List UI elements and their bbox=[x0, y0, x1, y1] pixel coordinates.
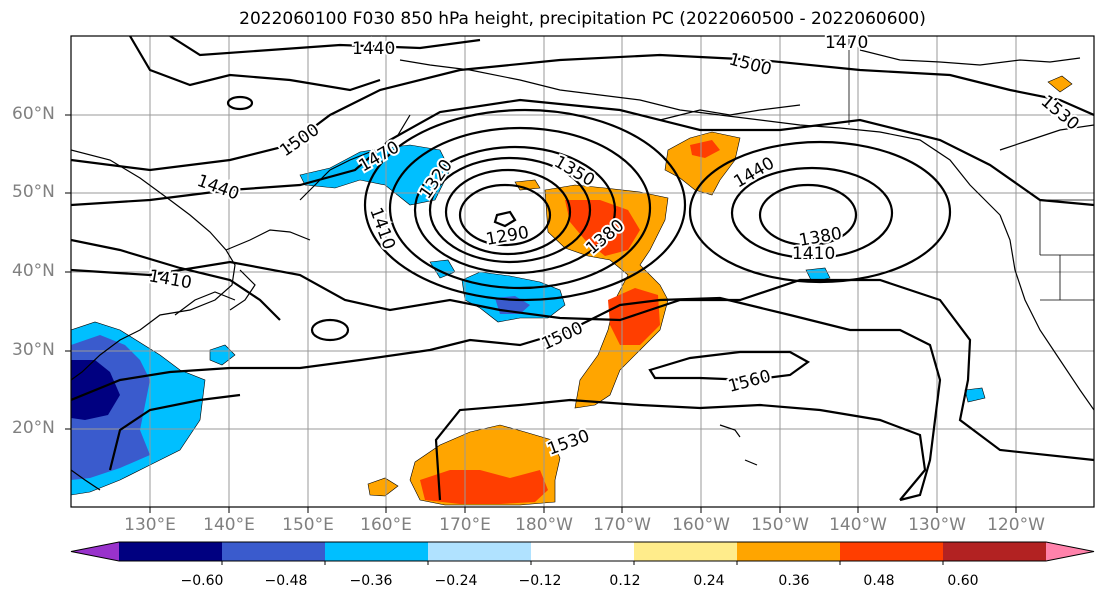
colorbar-tick-label: −0.48 bbox=[264, 573, 308, 589]
map-title: 2022060100 F030 850 hPa height, precipit… bbox=[239, 9, 926, 29]
colorbar-tick-label: 0.12 bbox=[609, 573, 641, 589]
contour-label: 1440 bbox=[352, 39, 395, 59]
lon-label: 170°W bbox=[593, 515, 651, 535]
contour-1530-north bbox=[129, 36, 381, 92]
precip-area-south-core bbox=[420, 470, 548, 504]
colorbar-segment bbox=[943, 542, 1047, 561]
contour-1500-mid bbox=[71, 260, 1094, 462]
colorbar-tick-label: −0.24 bbox=[434, 573, 478, 589]
colorbar-tick-label: −0.12 bbox=[518, 573, 562, 589]
gridlines bbox=[71, 36, 1094, 507]
lon-label: 170°E bbox=[439, 515, 491, 535]
colorbar-tick-label: 0.36 bbox=[778, 573, 810, 589]
lon-label: 140°W bbox=[829, 515, 887, 535]
contour-1440-east bbox=[688, 140, 952, 284]
lat-label: 50°N bbox=[12, 182, 55, 202]
colorbar bbox=[70, 541, 1095, 565]
contour-1410-sw bbox=[71, 238, 281, 321]
contour-1440 bbox=[363, 108, 687, 302]
contour-label: 1530 bbox=[545, 426, 592, 460]
contour-1320 bbox=[458, 183, 552, 247]
contour-label: 1290 bbox=[484, 223, 530, 250]
contour-1530-south bbox=[434, 398, 927, 501]
precip-area-gulf-core bbox=[690, 140, 720, 158]
lon-label: 130°W bbox=[908, 515, 966, 535]
contour-1380 bbox=[413, 145, 617, 275]
lon-label: 150°W bbox=[751, 515, 809, 535]
precip-area-east-central-core bbox=[565, 200, 640, 256]
colorbar-tick-label: 0.24 bbox=[693, 573, 725, 589]
contour-label: 1440 bbox=[731, 153, 778, 192]
precip-area-kuril bbox=[299, 144, 451, 206]
lat-label: 20°N bbox=[12, 418, 55, 438]
colorbar-segment bbox=[531, 542, 635, 561]
lat-label: 40°N bbox=[12, 261, 55, 281]
lon-label: 120°W bbox=[987, 515, 1045, 535]
contour-1560 bbox=[648, 350, 811, 382]
colorbar-tick-label: −0.60 bbox=[180, 573, 224, 589]
borders bbox=[848, 36, 1094, 301]
colorbar-outline bbox=[70, 541, 1095, 562]
precip-area-small3 bbox=[964, 387, 986, 403]
precip-area-small bbox=[209, 344, 236, 366]
contour-1470 bbox=[71, 98, 1094, 207]
colorbar-segment bbox=[119, 542, 223, 561]
precip-area-small-pos2 bbox=[1047, 75, 1073, 93]
lon-label: 160°E bbox=[360, 515, 412, 535]
colorbar-segment bbox=[737, 542, 841, 561]
contour-label: 1500 bbox=[727, 50, 774, 81]
precip-area-gulf bbox=[664, 131, 741, 196]
contour-1350a bbox=[444, 168, 572, 256]
colorbar-segment bbox=[634, 542, 738, 561]
contour-label: 1470 bbox=[825, 33, 868, 53]
contour-label: 1560 bbox=[726, 366, 773, 397]
lat-label: 60°N bbox=[12, 104, 55, 124]
colorbar-segment bbox=[840, 542, 944, 561]
contour-label: 1410 bbox=[792, 244, 835, 264]
lon-label: 140°E bbox=[203, 515, 255, 535]
contour-1500 bbox=[71, 53, 1094, 172]
colorbar-segment bbox=[222, 542, 326, 561]
lon-label: 150°E bbox=[282, 515, 334, 535]
lat-label: 30°N bbox=[12, 340, 55, 360]
contour-1380-east bbox=[758, 183, 858, 247]
contour-label: 1440 bbox=[194, 171, 241, 205]
lon-label: 180°W bbox=[515, 515, 573, 535]
contour-1410-east bbox=[730, 166, 894, 260]
contour-small bbox=[310, 318, 350, 342]
contour-1350b bbox=[428, 156, 592, 264]
contour-1440-north bbox=[169, 36, 481, 57]
colorbar-tick-label: −0.36 bbox=[349, 573, 393, 589]
contour-1410 bbox=[388, 126, 652, 290]
axis-ticks bbox=[65, 114, 1017, 513]
contour-1290 bbox=[493, 210, 517, 228]
colorbar-segment bbox=[428, 542, 532, 561]
colorbar-extend-low bbox=[71, 542, 119, 561]
height-contours bbox=[71, 36, 1094, 502]
colorbar-tick-label: 0.48 bbox=[863, 573, 895, 589]
contour-label: 1500 bbox=[539, 318, 587, 354]
contour-small2 bbox=[226, 95, 254, 111]
lon-label: 130°E bbox=[124, 515, 176, 535]
lon-label: 160°W bbox=[672, 515, 730, 535]
coastlines bbox=[71, 49, 1094, 491]
contour-1500-south bbox=[108, 393, 241, 471]
colorbar-extend-high bbox=[1046, 542, 1094, 561]
precip-area-small-pos bbox=[367, 477, 399, 497]
contour-1530-mid bbox=[71, 296, 942, 502]
colorbar-segment bbox=[325, 542, 429, 561]
colorbar-tick-label: 0.60 bbox=[947, 573, 979, 589]
